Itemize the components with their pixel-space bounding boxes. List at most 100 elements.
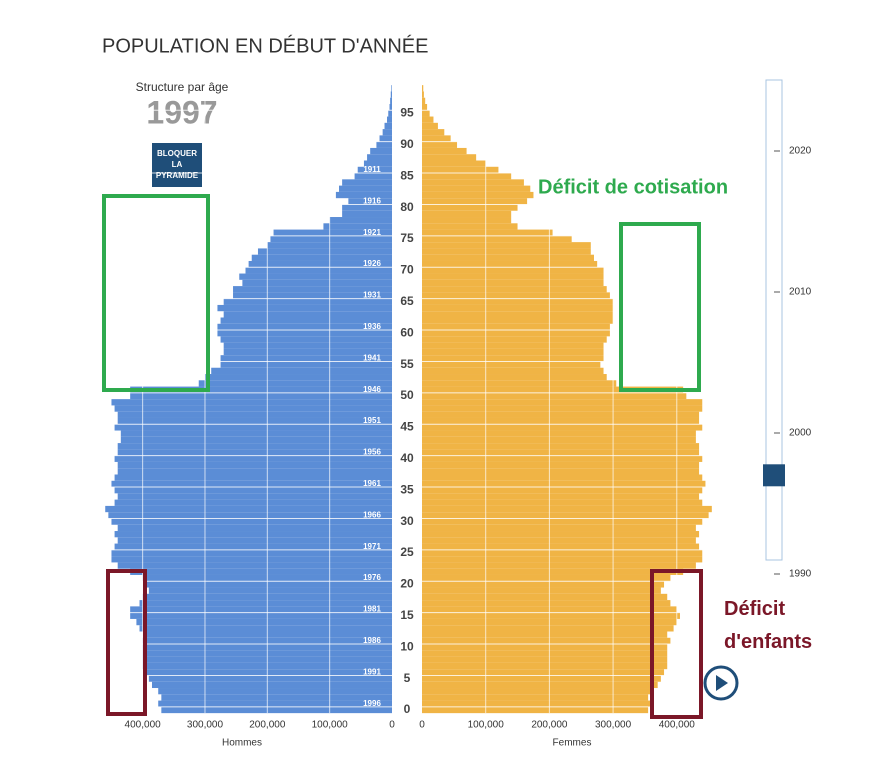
- bar-male: [130, 392, 392, 400]
- bar-female: [422, 248, 591, 255]
- slider-track[interactable]: [765, 79, 783, 561]
- bar-male: [382, 129, 392, 136]
- highlight-box: [102, 194, 210, 392]
- bar-male: [376, 141, 392, 148]
- bar-female: [422, 217, 512, 224]
- cohort-label: 1951: [363, 416, 381, 425]
- bar-male: [251, 254, 392, 261]
- bar-male: [117, 411, 393, 418]
- bar-male: [114, 543, 392, 550]
- bar-male: [363, 160, 392, 167]
- x-tick-label: 400,000: [125, 720, 162, 731]
- chart-title: POPULATION EN DÉBUT D'ANNÉE: [102, 34, 428, 57]
- bar-female: [422, 688, 652, 695]
- slider-handle[interactable]: [763, 464, 785, 487]
- bar-female: [422, 179, 524, 186]
- bar-female: [422, 644, 668, 651]
- bar-male: [120, 430, 392, 437]
- bar-male: [117, 537, 393, 544]
- play-button[interactable]: [703, 665, 739, 701]
- bar-male: [111, 480, 393, 488]
- bar-male: [117, 493, 393, 500]
- bar-male: [323, 223, 392, 230]
- x-tick-label: 100,000: [312, 720, 349, 731]
- bar-male: [161, 694, 392, 701]
- bar-female: [422, 706, 649, 714]
- y-tick-label: 80: [400, 200, 414, 214]
- cohort-label: 1966: [363, 510, 381, 519]
- bar-male: [339, 185, 392, 192]
- cohort-label: 1991: [363, 667, 381, 676]
- bar-male: [117, 417, 393, 425]
- bar-female: [422, 631, 668, 638]
- cohort-label: 1916: [363, 196, 381, 205]
- bar-male: [145, 669, 392, 676]
- bar-male: [390, 91, 392, 98]
- bar-female: [422, 173, 512, 180]
- bar-female: [422, 625, 674, 632]
- cohort-label: 1921: [363, 228, 381, 237]
- bar-female: [422, 562, 696, 569]
- bar-male: [136, 618, 392, 626]
- bar-female: [422, 292, 610, 299]
- x-tick-label: 400,000: [659, 720, 696, 731]
- bar-male: [223, 348, 392, 356]
- bar-female: [422, 405, 703, 412]
- play-icon[interactable]: [716, 675, 728, 691]
- bar-male: [273, 229, 392, 236]
- bar-male: [217, 323, 392, 331]
- bar-male: [145, 631, 392, 638]
- bar-female: [422, 455, 703, 462]
- bar-female: [422, 449, 700, 456]
- bar-female: [422, 91, 424, 98]
- bar-female: [422, 198, 528, 205]
- bar-female: [422, 461, 700, 469]
- bar-male: [148, 587, 392, 594]
- bar-male: [130, 606, 392, 613]
- bar-male: [204, 374, 392, 381]
- bar-male: [329, 217, 392, 224]
- bar-female: [422, 110, 430, 117]
- bar-female: [422, 587, 661, 594]
- lock-button-bg[interactable]: [152, 143, 202, 187]
- bar-female: [422, 700, 652, 707]
- bar-female: [422, 374, 607, 381]
- lock-button-label[interactable]: BLOQUER LA PYRAMIDE: [156, 149, 199, 180]
- bar-male: [342, 210, 392, 218]
- bar-male: [387, 116, 392, 123]
- bar-female: [422, 191, 534, 199]
- bar-female: [422, 260, 598, 268]
- bar-female: [422, 336, 607, 343]
- bar-female: [422, 380, 617, 387]
- bar-female: [422, 330, 610, 337]
- bar-female: [422, 600, 671, 607]
- bar-male: [117, 461, 393, 469]
- bar-male: [390, 97, 392, 104]
- y-tick-label: 85: [400, 168, 414, 182]
- slider: 2020 2010 2000 1990: [763, 146, 812, 580]
- bar-male: [114, 455, 392, 462]
- lock-button[interactable]: BLOQUER LA PYRAMIDE: [152, 143, 202, 187]
- bar-male: [111, 556, 393, 563]
- bar-female: [422, 355, 604, 362]
- bar-male: [158, 688, 392, 695]
- bar-female: [422, 650, 668, 657]
- y-tick-label: 10: [400, 639, 414, 653]
- y-tick-label: 65: [400, 294, 414, 308]
- bar-female: [422, 505, 712, 513]
- bar-female: [422, 436, 696, 444]
- bar-female: [422, 286, 607, 293]
- bar-female: [422, 612, 680, 619]
- bar-female: [422, 499, 703, 506]
- bar-male: [223, 342, 392, 349]
- bar-male: [217, 304, 392, 312]
- bar-female: [422, 210, 512, 218]
- bar-female: [422, 361, 601, 368]
- bar-male: [108, 512, 392, 519]
- bar-female: [422, 311, 614, 318]
- bar-female: [422, 662, 668, 670]
- bar-male: [151, 681, 392, 689]
- cohort-label: 1941: [363, 353, 381, 362]
- bar-male: [342, 179, 392, 186]
- bar-female: [422, 103, 428, 111]
